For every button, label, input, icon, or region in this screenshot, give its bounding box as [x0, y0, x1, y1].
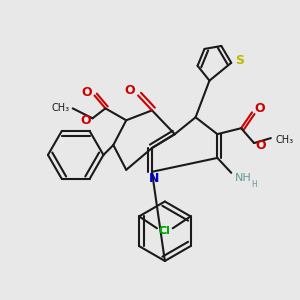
Text: O: O: [80, 114, 91, 127]
Text: Cl: Cl: [159, 226, 171, 236]
Text: S: S: [235, 54, 244, 67]
Text: O: O: [256, 139, 266, 152]
Text: O: O: [125, 84, 136, 97]
Text: CH₃: CH₃: [276, 135, 294, 145]
Text: N: N: [149, 172, 159, 185]
Text: NH: NH: [235, 173, 251, 183]
Text: O: O: [255, 102, 265, 115]
Text: Cl: Cl: [159, 226, 171, 236]
Text: O: O: [81, 86, 92, 99]
Text: CH₃: CH₃: [52, 103, 70, 113]
Text: H: H: [251, 180, 257, 189]
